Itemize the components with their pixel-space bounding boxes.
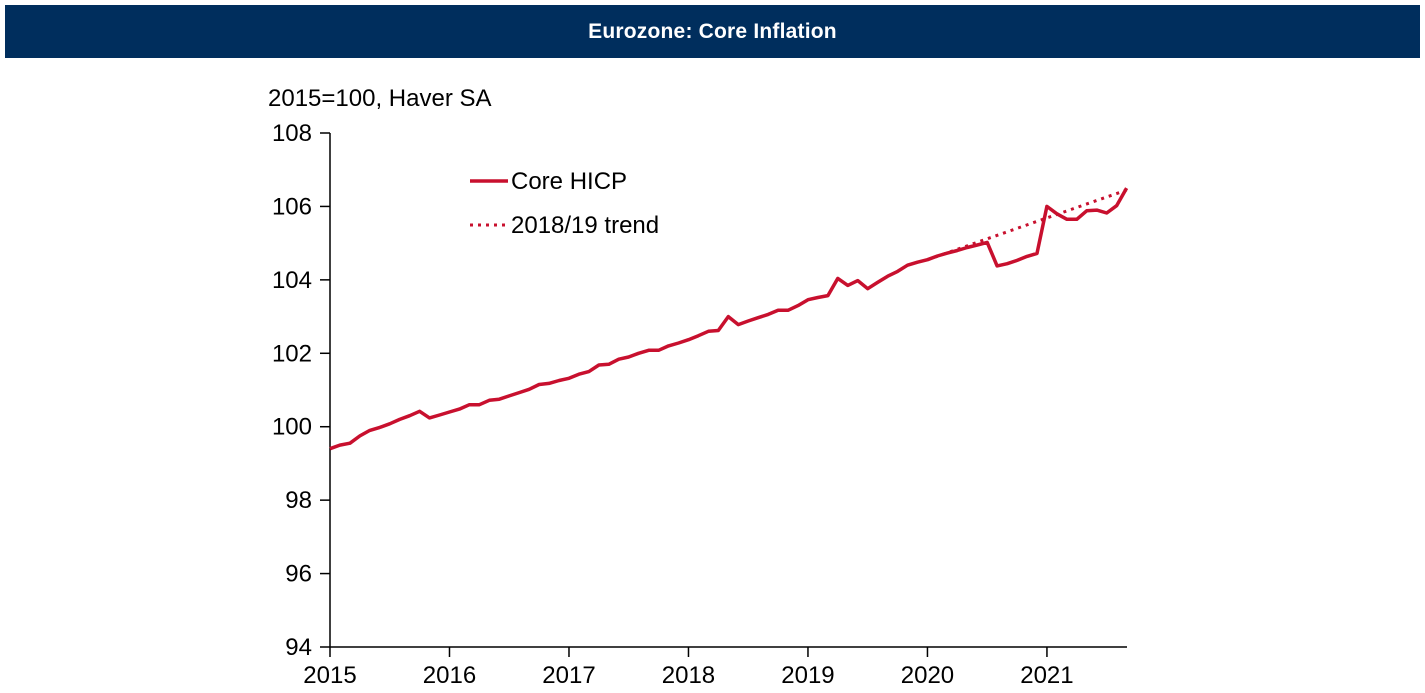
x-tick-label-2018: 2018 [662, 662, 715, 689]
y-tick-label-98: 98 [285, 487, 312, 514]
y-tick-label-100: 100 [272, 414, 312, 441]
series-line-trend [927, 188, 1128, 262]
x-tick-label-2015: 2015 [303, 662, 356, 689]
x-tick-label-2021: 2021 [1020, 662, 1073, 689]
x-tick-label-2016: 2016 [423, 662, 476, 689]
y-tick-label-104: 104 [272, 267, 312, 294]
x-tick-label-2017: 2017 [542, 662, 595, 689]
y-tick-label-96: 96 [285, 561, 312, 588]
y-tick-label-102: 102 [272, 340, 312, 367]
series-line-core-hicp [329, 187, 1129, 451]
y-tick-label-106: 106 [272, 193, 312, 220]
x-tick-label-2020: 2020 [901, 662, 954, 689]
legend-label-trend: 2018/19 trend [511, 212, 659, 239]
x-tick-label-2019: 2019 [781, 662, 834, 689]
chart-title: Eurozone: Core Inflation [588, 19, 837, 43]
legend-label-core-hicp: Core HICP [511, 168, 627, 195]
y-axis-unit-label: 2015=100, Haver SA [268, 85, 492, 112]
y-tick-label-94: 94 [285, 634, 312, 661]
y-tick-label-108: 108 [272, 120, 312, 147]
chart-title-banner: Eurozone: Core Inflation [5, 5, 1420, 58]
